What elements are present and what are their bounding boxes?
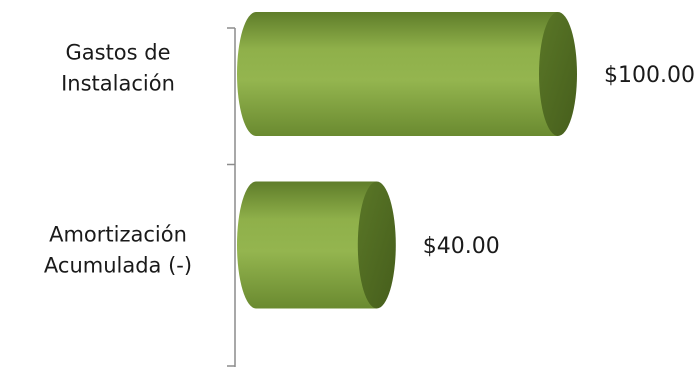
bar-end-cap: [539, 12, 577, 136]
category-label-line: Amortización: [49, 223, 187, 247]
data-label: $100.00: [604, 63, 695, 88]
category-label: Amortización Acumulada (-): [44, 223, 192, 278]
bar-body: [237, 12, 558, 136]
bar-end-cap: [357, 181, 396, 309]
bar-0: [237, 12, 577, 136]
category-label-line: Gastos de: [65, 41, 170, 65]
category-label-line: Acumulada (-): [44, 254, 192, 278]
category-label-line: Instalación: [61, 72, 175, 96]
category-label: Gastos de Instalación: [61, 41, 175, 96]
bar-1: [237, 181, 396, 309]
data-label: $40.00: [423, 234, 500, 259]
bar-body: [237, 181, 377, 309]
